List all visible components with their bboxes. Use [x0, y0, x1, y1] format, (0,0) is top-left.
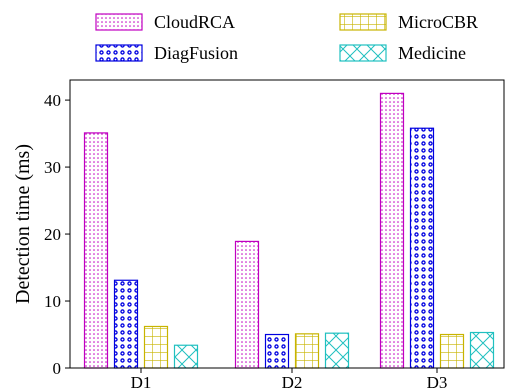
legend-swatch-cloudrca — [95, 13, 143, 31]
chart-legend: CloudRCA DiagFusion MicroCBR Medicine — [95, 12, 478, 63]
bar-cloudrca-d1 — [83, 132, 109, 369]
y-tick-label: 20 — [44, 225, 61, 244]
bar-diagfusion-d3 — [409, 127, 435, 369]
legend-swatch-diagfusion — [95, 44, 143, 62]
legend-swatch-medicine — [339, 44, 387, 62]
x-tick-label-d1: D1 — [131, 373, 152, 392]
bar-microcbr-d2 — [294, 333, 320, 369]
x-tick-label-d3: D3 — [427, 373, 448, 392]
legend-swatch-microcbr — [339, 13, 387, 31]
bar-medicine-d3 — [469, 331, 495, 369]
bar-medicine-d1 — [173, 344, 199, 369]
legend-label-cloudrca: CloudRCA — [154, 12, 235, 32]
y-tick-label: 40 — [44, 91, 61, 110]
x-tick-label-d2: D2 — [282, 373, 303, 392]
legend-label-microcbr: MicroCBR — [398, 12, 478, 32]
plot-frame — [69, 79, 505, 369]
legend-label-medicine: Medicine — [398, 43, 466, 63]
bar-cloudrca-d3 — [379, 92, 405, 369]
bar-microcbr-d1 — [143, 325, 169, 369]
legend-label-diagfusion: DiagFusion — [154, 43, 238, 63]
plot-area: 0 10 20 30 40 D1 D2 D3 — [44, 79, 505, 392]
bar-microcbr-d3 — [439, 333, 465, 369]
y-tick-label: 0 — [53, 359, 62, 378]
bar-cloudrca-d2 — [234, 240, 260, 369]
bar-medicine-d2 — [324, 332, 350, 369]
y-tick-label: 10 — [44, 292, 61, 311]
bar-diagfusion-d1 — [113, 279, 139, 369]
y-tick-label: 30 — [44, 158, 61, 177]
y-axis-label: Detection time (ms) — [12, 144, 34, 304]
bar-diagfusion-d2 — [264, 333, 290, 369]
